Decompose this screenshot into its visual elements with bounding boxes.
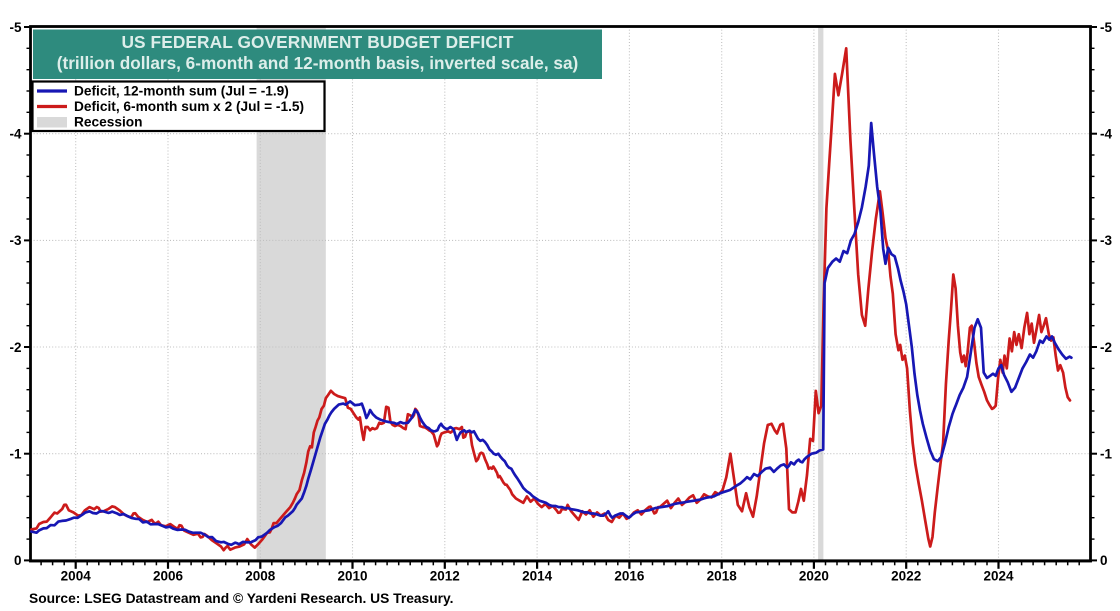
svg-text:2024: 2024 [983,569,1014,584]
svg-text:Deficit, 6-month sum x 2 (Jul: Deficit, 6-month sum x 2 (Jul = -1.5) [74,99,304,114]
svg-text:-1: -1 [9,447,21,462]
svg-text:2012: 2012 [430,569,460,584]
svg-text:-3: -3 [1100,233,1112,248]
svg-text:(trillion dollars, 6-month and: (trillion dollars, 6-month and 12-month … [57,53,578,73]
svg-text:-4: -4 [1100,127,1112,142]
svg-text:2008: 2008 [245,569,276,584]
svg-text:2018: 2018 [707,569,738,584]
svg-text:-2: -2 [1100,340,1112,355]
svg-text:0: 0 [1100,553,1108,568]
svg-text:2010: 2010 [337,569,367,584]
svg-text:0: 0 [14,553,22,568]
svg-text:2016: 2016 [614,569,645,584]
svg-text:US FEDERAL GOVERNMENT BUDGET D: US FEDERAL GOVERNMENT BUDGET DEFICIT [121,32,513,52]
svg-text:Source: LSEG Datastream and ©: Source: LSEG Datastream and © Yardeni Re… [29,591,454,606]
svg-text:2022: 2022 [891,569,921,584]
svg-text:Deficit, 12-month sum (Jul = -: Deficit, 12-month sum (Jul = -1.9) [74,84,289,99]
svg-text:-1: -1 [1100,447,1112,462]
svg-text:-5: -5 [9,20,21,35]
svg-text:-4: -4 [9,127,21,142]
svg-text:2004: 2004 [61,569,92,584]
svg-text:2014: 2014 [522,569,553,584]
svg-text:2006: 2006 [153,569,184,584]
svg-text:-5: -5 [1100,20,1112,35]
svg-text:Recession: Recession [74,115,142,130]
svg-text:2020: 2020 [799,569,829,584]
svg-text:-3: -3 [9,233,21,248]
svg-text:-2: -2 [9,340,21,355]
